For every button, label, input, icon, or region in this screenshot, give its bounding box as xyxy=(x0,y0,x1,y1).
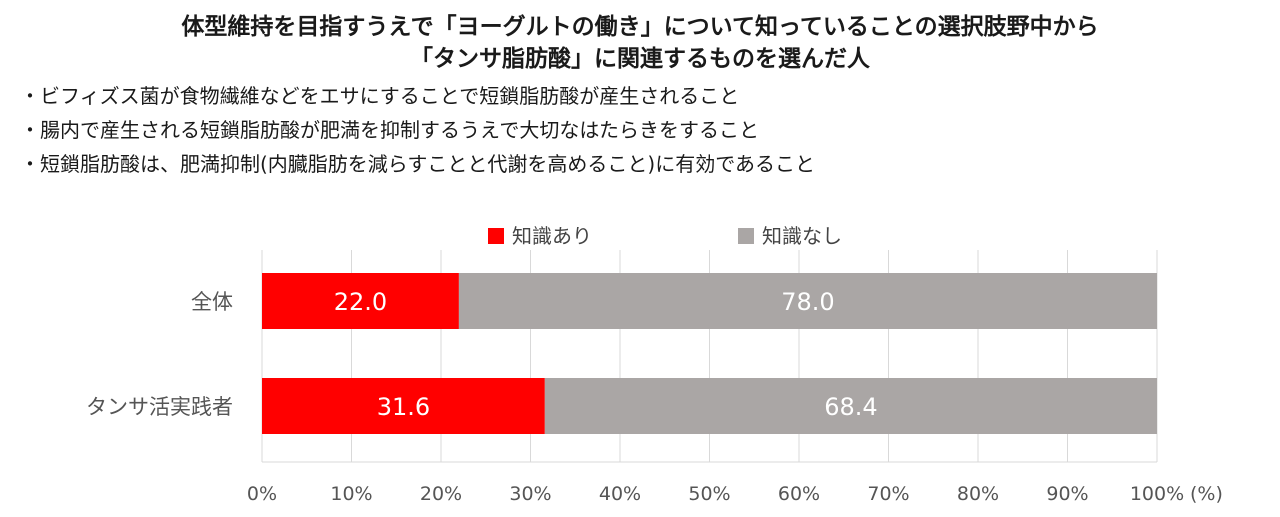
legend-label: 知識あり xyxy=(512,224,592,248)
note-item: ・短鎖脂肪酸は、肥満抑制(内臓脂肪を減らすことと代謝を高めること)に有効であるこ… xyxy=(20,152,816,176)
x-tick-label: 30% xyxy=(509,483,551,505)
bar-value-label: 22.0 xyxy=(334,288,387,316)
x-tick-label: 70% xyxy=(867,483,909,505)
bar-segment xyxy=(544,378,1157,434)
bar-value-label: 78.0 xyxy=(781,288,834,316)
chart-title-line-2: 「タンサ脂肪酸」に関連するものを選んだ人 xyxy=(410,46,870,72)
bar-value-label: 68.4 xyxy=(824,393,877,421)
category-label: タンサ活実践者 xyxy=(86,395,233,419)
bar-segment xyxy=(262,273,459,329)
bar-segment xyxy=(262,378,545,434)
legend-label: 知識なし xyxy=(762,224,842,248)
x-tick-label: 40% xyxy=(599,483,641,505)
x-tick-label: 20% xyxy=(420,483,462,505)
bar-segment xyxy=(458,273,1157,329)
chart-title-line-1: 体型維持を目指すうえで「ヨーグルトの働き」について知っていることの選択肢野中から xyxy=(181,14,1099,40)
note-item: ・ビフィズス菌が食物繊維などをエサにすることで短鎖脂肪酸が産生されること xyxy=(20,84,740,108)
x-tick-label: 10% xyxy=(330,483,372,505)
legend-swatch xyxy=(738,228,754,244)
x-tick-label: 100% xyxy=(1130,483,1184,505)
category-label: 全体 xyxy=(191,290,233,314)
legend-swatch xyxy=(488,228,504,244)
x-tick-label: 90% xyxy=(1046,483,1088,505)
x-tick-label: 60% xyxy=(778,483,820,505)
bar-value-label: 31.6 xyxy=(377,393,430,421)
note-item: ・腸内で産生される短鎖脂肪酸が肥満を抑制するうえで大切なはたらきをすること xyxy=(20,118,759,142)
x-tick-label: 0% xyxy=(247,483,277,505)
x-tick-label: 50% xyxy=(688,483,730,505)
x-tick-label: 80% xyxy=(957,483,999,505)
x-axis-unit-label: (%) xyxy=(1190,483,1223,505)
